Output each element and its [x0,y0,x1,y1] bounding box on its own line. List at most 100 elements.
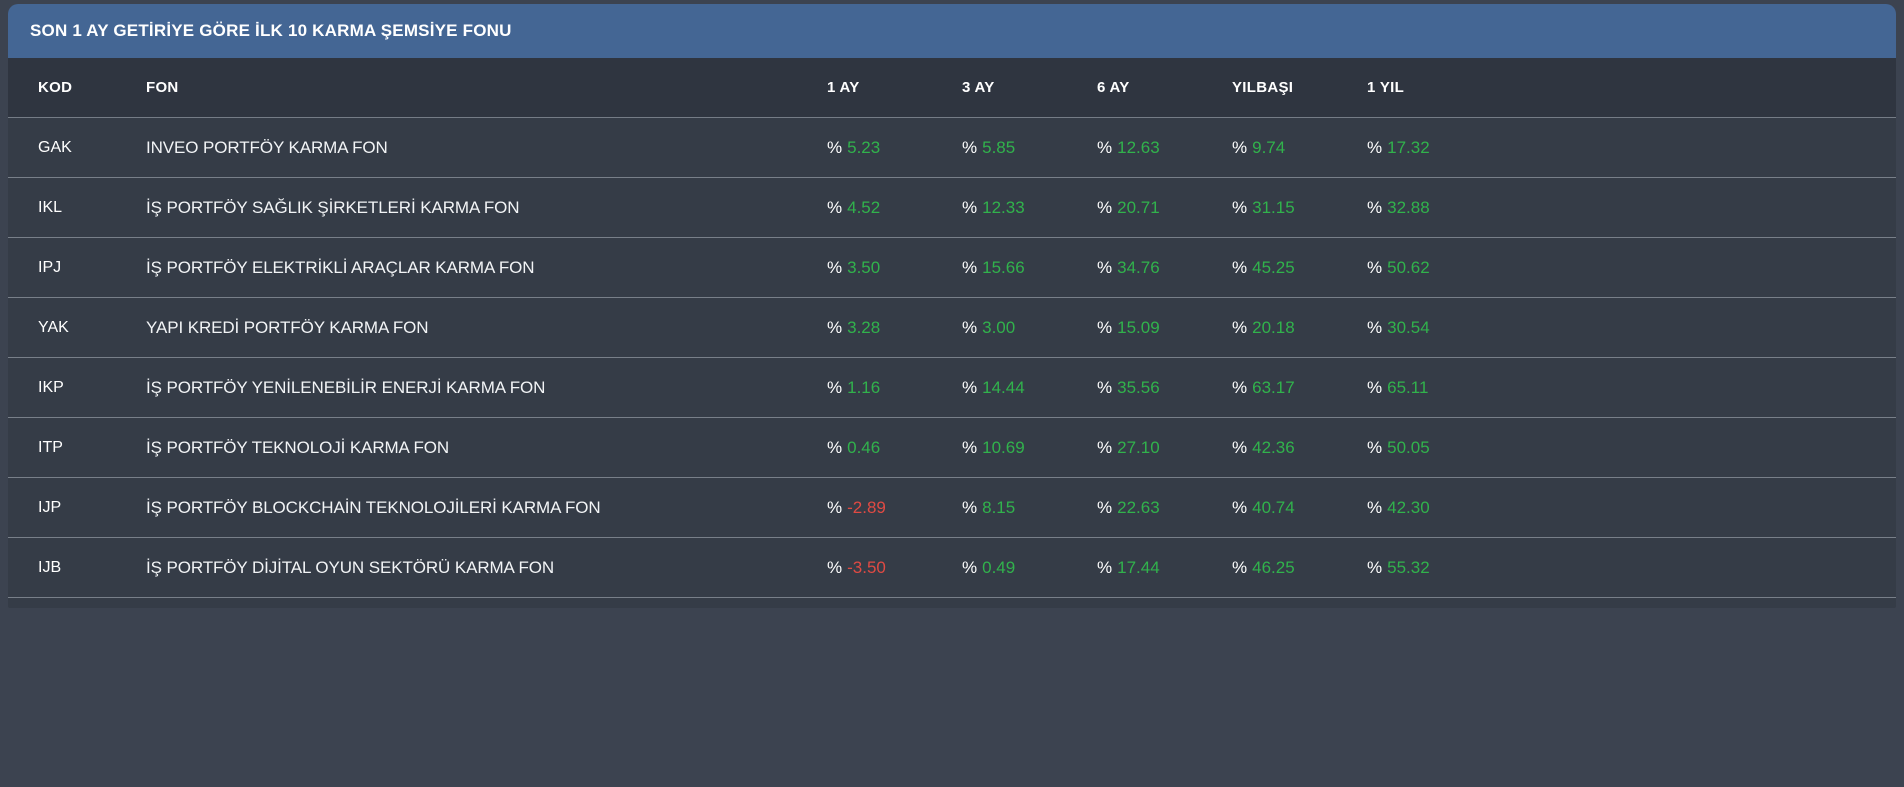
fund-code-cell: YAK [38,318,69,336]
return-yilbasi-cell: % 45.25 [1232,258,1367,278]
fund-code-cell: GAK [38,138,72,156]
percent-sign: % [1232,197,1248,217]
return-1ay-cell: % 3.50 [827,258,962,278]
percent-sign: % [1367,317,1383,337]
percent-sign: % [1232,137,1248,157]
table-row[interactable]: IKL İŞ PORTFÖY SAĞLIK ŞİRKETLERİ KARMA F… [8,178,1896,238]
return-value: 5.85 [982,137,1016,157]
fund-name-cell: İŞ PORTFÖY BLOCKCHAİN TEKNOLOJİLERİ KARM… [146,497,601,517]
return-yilbasi-cell: % 31.15 [1232,198,1367,218]
percent-sign: % [962,437,978,457]
percent-sign: % [962,557,978,577]
fund-table-panel: SON 1 AY GETİRİYE GÖRE İLK 10 KARMA ŞEMS… [8,4,1896,608]
fund-code-cell: IKL [38,198,63,216]
return-value: 34.76 [1117,257,1160,277]
percent-sign: % [827,437,843,457]
return-value: 15.09 [1117,317,1160,337]
table-row[interactable]: IKP İŞ PORTFÖY YENİLENEBİLİR ENERJİ KARM… [8,358,1896,418]
return-value: 10.69 [982,437,1025,457]
return-value: 20.18 [1252,317,1295,337]
percent-sign: % [962,377,978,397]
return-value: 20.71 [1117,197,1160,217]
return-value: -2.89 [847,497,886,517]
percent-sign: % [962,317,978,337]
return-value: 35.56 [1117,377,1160,397]
percent-sign: % [962,497,978,517]
fund-name-cell: INVEO PORTFÖY KARMA FON [146,137,388,157]
column-header-yilbasi: YILBAŞI [1232,79,1294,96]
fund-name-cell: YAPI KREDİ PORTFÖY KARMA FON [146,317,429,337]
percent-sign: % [1367,197,1383,217]
fund-code-cell: IPJ [38,258,62,276]
return-value: 50.05 [1387,437,1430,457]
column-header-fon: FON [146,79,179,96]
percent-sign: % [962,197,978,217]
return-value: 12.33 [982,197,1025,217]
return-value: 4.52 [847,197,881,217]
return-1ay-cell: % 3.28 [827,318,962,338]
return-value: 1.16 [847,377,881,397]
return-value: 17.44 [1117,557,1160,577]
return-3ay-cell: % 15.66 [962,258,1097,278]
return-value: 0.49 [982,557,1016,577]
percent-sign: % [827,137,843,157]
return-value: -3.50 [847,557,886,577]
percent-sign: % [827,497,843,517]
column-header-1ay: 1 AY [827,79,860,96]
return-3ay-cell: % 0.49 [962,558,1097,578]
table-row[interactable]: IJP İŞ PORTFÖY BLOCKCHAİN TEKNOLOJİLERİ … [8,478,1896,538]
percent-sign: % [1232,557,1248,577]
return-1yil-cell: % 30.54 [1367,318,1502,338]
percent-sign: % [1097,437,1113,457]
return-value: 30.54 [1387,317,1430,337]
return-6ay-cell: % 15.09 [1097,318,1232,338]
percent-sign: % [1232,257,1248,277]
return-value: 15.66 [982,257,1025,277]
return-6ay-cell: % 27.10 [1097,438,1232,458]
return-1yil-cell: % 17.32 [1367,138,1502,158]
percent-sign: % [1367,257,1383,277]
return-1ay-cell: % -3.50 [827,558,962,578]
fund-code-cell: IJP [38,498,62,516]
return-value: 14.44 [982,377,1025,397]
panel-title: SON 1 AY GETİRİYE GÖRE İLK 10 KARMA ŞEMS… [30,21,512,40]
fund-code-cell: IKP [38,378,64,396]
fund-name-cell: İŞ PORTFÖY ELEKTRİKLİ ARAÇLAR KARMA FON [146,257,535,277]
return-value: 0.46 [847,437,881,457]
return-value: 45.25 [1252,257,1295,277]
return-value: 46.25 [1252,557,1295,577]
table-row[interactable]: YAK YAPI KREDİ PORTFÖY KARMA FON % 3.28 %… [8,298,1896,358]
column-header-3ay: 3 AY [962,79,995,96]
table-row[interactable]: GAK INVEO PORTFÖY KARMA FON % 5.23 % 5.85 … [8,118,1896,178]
return-yilbasi-cell: % 42.36 [1232,438,1367,458]
return-yilbasi-cell: % 46.25 [1232,558,1367,578]
return-value: 3.00 [982,317,1016,337]
percent-sign: % [1367,557,1383,577]
return-value: 42.36 [1252,437,1295,457]
percent-sign: % [827,257,843,277]
return-3ay-cell: % 5.85 [962,138,1097,158]
percent-sign: % [1232,437,1248,457]
return-3ay-cell: % 3.00 [962,318,1097,338]
fund-name-cell: İŞ PORTFÖY TEKNOLOJİ KARMA FON [146,437,450,457]
return-value: 42.30 [1387,497,1430,517]
table-row[interactable]: IPJ İŞ PORTFÖY ELEKTRİKLİ ARAÇLAR KARMA … [8,238,1896,298]
percent-sign: % [1097,197,1113,217]
column-header-1yil: 1 YIL [1367,79,1405,96]
return-6ay-cell: % 35.56 [1097,378,1232,398]
return-1ay-cell: % 5.23 [827,138,962,158]
return-value: 8.15 [982,497,1016,517]
return-1ay-cell: % 1.16 [827,378,962,398]
percent-sign: % [1097,377,1113,397]
return-1yil-cell: % 42.30 [1367,498,1502,518]
return-1yil-cell: % 65.11 [1367,378,1502,398]
percent-sign: % [827,557,843,577]
return-6ay-cell: % 17.44 [1097,558,1232,578]
return-value: 27.10 [1117,437,1160,457]
return-6ay-cell: % 22.63 [1097,498,1232,518]
percent-sign: % [962,137,978,157]
table-header-row: KOD FON 1 AY 3 AY 6 AY YILBAŞI 1 YIL [8,58,1896,118]
table-row[interactable]: ITP İŞ PORTFÖY TEKNOLOJİ KARMA FON % 0.46… [8,418,1896,478]
return-value: 9.74 [1252,137,1286,157]
table-row[interactable]: IJB İŞ PORTFÖY DİJİTAL OYUN SEKTÖRÜ KARM… [8,538,1896,598]
